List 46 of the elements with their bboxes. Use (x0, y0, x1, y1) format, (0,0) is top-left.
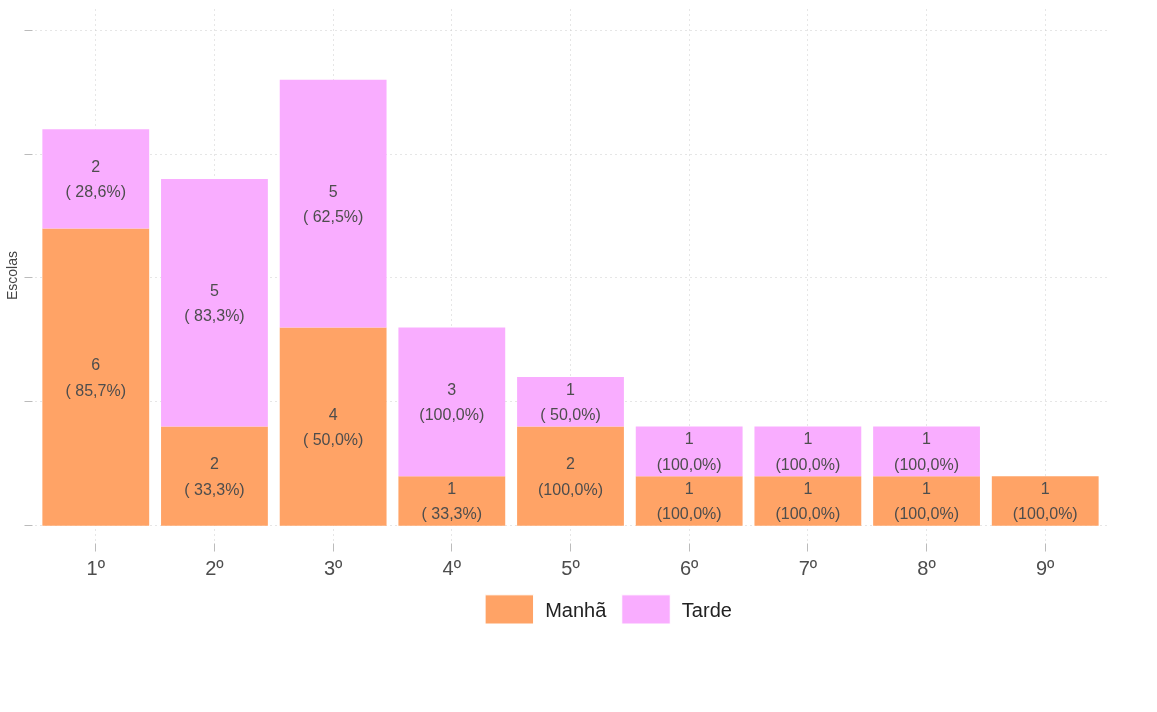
data-label: 4 ( 50,0%) (302, 405, 364, 449)
data-label: 1 (100,0%) (775, 430, 841, 473)
data-label: 5 ( 62,5%) (302, 182, 364, 226)
data-label: 1 (100,0%) (1012, 479, 1078, 523)
data-label: 1 (100,0%) (775, 479, 841, 523)
x-tick-label: 6º (679, 556, 700, 579)
x-tick-label: 4º (442, 556, 462, 579)
bar (279, 327, 387, 526)
bar (991, 476, 1099, 526)
bar (42, 228, 150, 526)
data-label: 1 ( 33,3%) (421, 479, 483, 523)
data-label: 1 (100,0%) (656, 430, 722, 473)
bar (873, 426, 980, 477)
bar (161, 426, 268, 526)
x-tick-label: 2º (205, 556, 225, 579)
bar (517, 377, 624, 427)
data-label: 1 ( 50,0%) (540, 380, 601, 424)
bar (635, 426, 743, 477)
x-tick-label: 7º (798, 556, 818, 579)
bar (398, 327, 506, 477)
data-label: 2 (100,0%) (538, 455, 603, 498)
bar (873, 476, 980, 526)
data-label: 6 ( 85,7%) (65, 356, 127, 399)
legend-label: Manhã (545, 598, 608, 621)
data-label: 5 ( 83,3%) (184, 281, 245, 325)
x-tick-label: 3º (323, 556, 344, 579)
x-tick-label: 8º (917, 556, 937, 579)
data-label: 1 (100,0%) (894, 479, 959, 523)
data-label: 1 (100,0%) (894, 430, 959, 473)
bar (754, 426, 862, 477)
y-axis-title: Escolas (3, 250, 20, 301)
x-tick-label: 1º (86, 556, 106, 579)
x-tick-label: 9º (1036, 556, 1056, 579)
legend-label: Tarde (681, 598, 732, 621)
bar (161, 178, 268, 427)
bar (42, 129, 150, 229)
data-label: 2 ( 28,6%) (65, 157, 127, 201)
bar (635, 476, 743, 526)
bar (754, 476, 862, 526)
bar (517, 426, 624, 526)
x-tick-label: 5º (561, 556, 581, 579)
data-label: 2 ( 33,3%) (184, 455, 245, 498)
bar (279, 79, 387, 328)
data-label: 1 (100,0%) (656, 479, 722, 523)
bar (398, 476, 506, 526)
data-label: 3 (100,0%) (419, 380, 485, 424)
